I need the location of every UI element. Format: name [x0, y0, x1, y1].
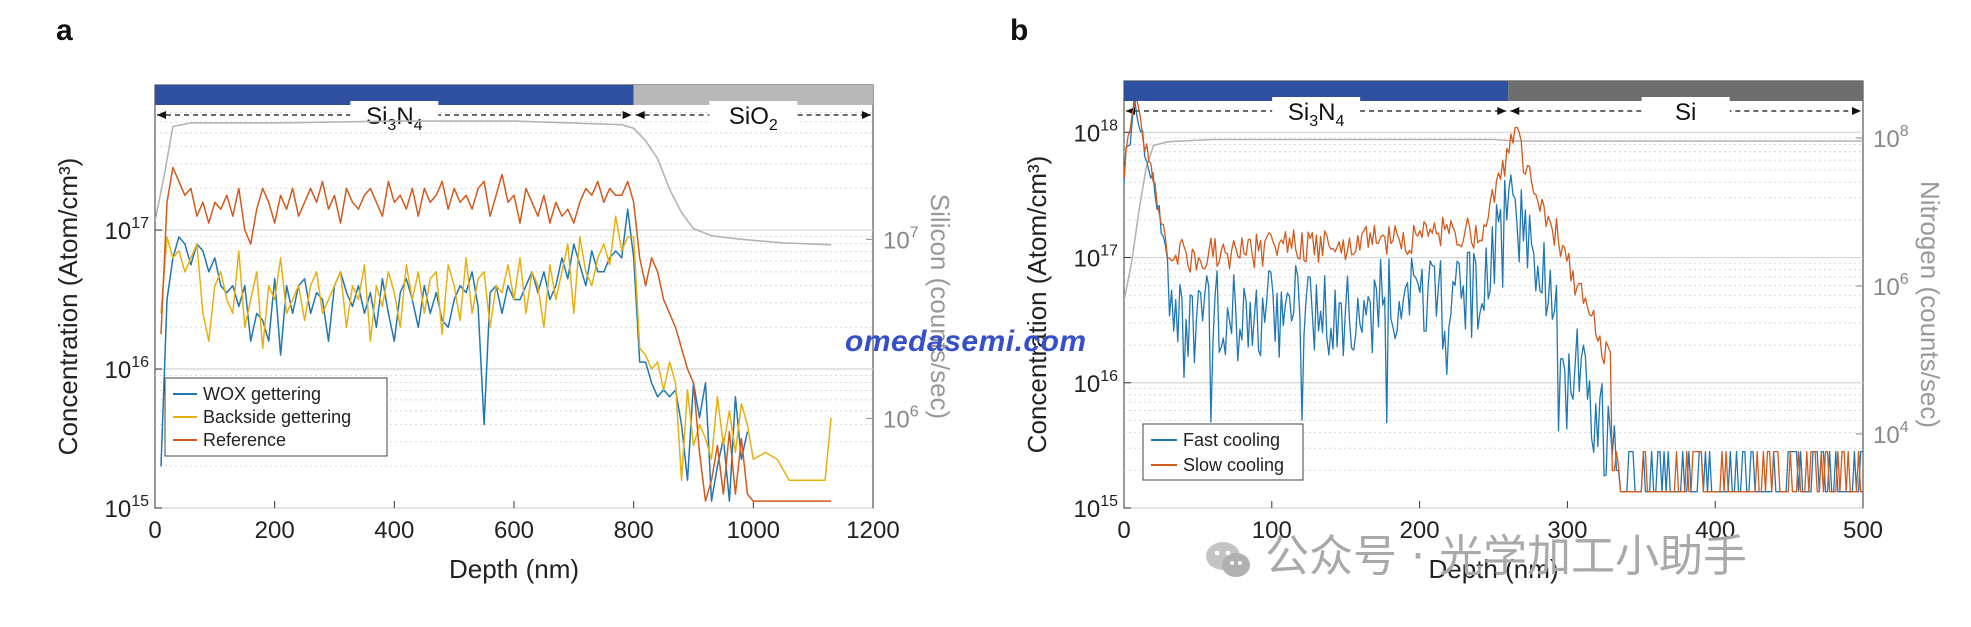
- y-axis-label: Concentration (Atom/cm³): [53, 158, 83, 456]
- arrowhead-left-icon: [635, 111, 645, 119]
- legend-entry: WOX gettering: [203, 384, 321, 404]
- wechat-watermark: 公众号 · 光学加工小助手: [1205, 520, 1747, 584]
- watermark-text: omedasemi.com: [845, 325, 1087, 358]
- x-tick-label: 100: [1252, 517, 1292, 544]
- x-tick-label: 800: [614, 517, 654, 544]
- y2-tick-label: 108: [1873, 123, 1909, 153]
- x-tick-label: 0: [148, 517, 161, 544]
- y2-tick-label: 106: [1873, 271, 1909, 301]
- region-label-bg: [709, 101, 798, 129]
- legend-entry: Backside gettering: [203, 407, 351, 427]
- y-tick-label: 1018: [1074, 117, 1119, 147]
- panel-label-b: b: [1010, 14, 1029, 47]
- x-tick-label: 0: [1117, 517, 1130, 544]
- x-tick-label: 1200: [846, 517, 899, 544]
- series-line-reference: [160, 166, 832, 502]
- x-tick-label: 1000: [727, 517, 780, 544]
- wechat-icon: [1205, 539, 1251, 579]
- region-label-bg: [1641, 97, 1730, 125]
- series-line-slow-cooling: [1124, 101, 1863, 493]
- series-group-b: [1124, 101, 1863, 493]
- x-tick-label: 200: [1400, 517, 1440, 544]
- y-tick-label: 1017: [105, 215, 150, 245]
- arrowhead-right-icon: [622, 111, 632, 119]
- wechat-text: 公众号 · 光学加工小助手: [1265, 531, 1747, 582]
- legend-a: [164, 377, 388, 457]
- panel-label-a: a: [56, 14, 73, 47]
- region-label: Si3N4: [366, 103, 423, 134]
- y2-tick-label: 107: [883, 224, 919, 254]
- arrowhead-left-icon: [157, 111, 166, 119]
- x-axis-label: Depth (nm): [1428, 554, 1558, 584]
- y-tick-label: 1016: [1074, 368, 1119, 398]
- region-band: [633, 85, 873, 105]
- region-label: Si3N4: [1288, 99, 1345, 130]
- x-tick-label: 500: [1843, 517, 1883, 544]
- series-nitrogen-line: [1124, 138, 1863, 301]
- region-band: [155, 85, 634, 105]
- region-band: [1124, 81, 1509, 101]
- y-tick-label: 1015: [105, 493, 150, 523]
- series-line-wox-gettering: [160, 208, 749, 502]
- x-tick-label: 300: [1547, 517, 1587, 544]
- arrowhead-right-icon: [1497, 107, 1507, 115]
- legend-entry: Reference: [203, 430, 286, 450]
- legend-entry: Slow cooling: [1183, 455, 1284, 475]
- series-group-a: [155, 120, 832, 502]
- region-label-bg: [350, 101, 439, 129]
- arrowhead-left-icon: [1510, 107, 1520, 115]
- y-tick-label: 1016: [105, 354, 150, 384]
- arrowhead-right-icon: [862, 111, 871, 119]
- region-label: Si: [1675, 99, 1696, 126]
- x-tick-label: 400: [1695, 517, 1735, 544]
- legend-entry: Fast cooling: [1183, 430, 1280, 450]
- region-band: [1508, 81, 1863, 101]
- x-axis-label: Depth (nm): [449, 554, 579, 584]
- x-tick-label: 200: [255, 517, 295, 544]
- x-tick-label: 400: [374, 517, 414, 544]
- arrowhead-right-icon: [1852, 107, 1861, 115]
- region-label-bg: [1272, 97, 1361, 125]
- y-tick-label: 1017: [1074, 243, 1119, 273]
- y2-axis-label: Nitrogen (counts/sec): [1915, 181, 1945, 428]
- x-tick-label: 600: [494, 517, 534, 544]
- series-line-backside-gettering: [160, 215, 832, 481]
- region-label: SiO2: [729, 103, 778, 134]
- y2-tick-label: 104: [1873, 419, 1909, 449]
- series-silicon-line: [155, 120, 832, 246]
- chart-b: Si3N4 Si 0 100 200 300 400 500 1015 1016 1017 1018 1…: [1022, 80, 1945, 584]
- legend-b: [1142, 423, 1304, 481]
- y2-tick-label: 106: [883, 403, 919, 433]
- y-axis-label: Concentration (Atom/cm³): [1022, 156, 1052, 454]
- y2-axis-label: Silicon (counts/sec): [925, 194, 955, 419]
- y-tick-label: 1015: [1074, 493, 1119, 523]
- chart-a: Si3N4 SiO2 0 200 400 600 800 1000 1200 1015 1016 10…: [53, 84, 955, 584]
